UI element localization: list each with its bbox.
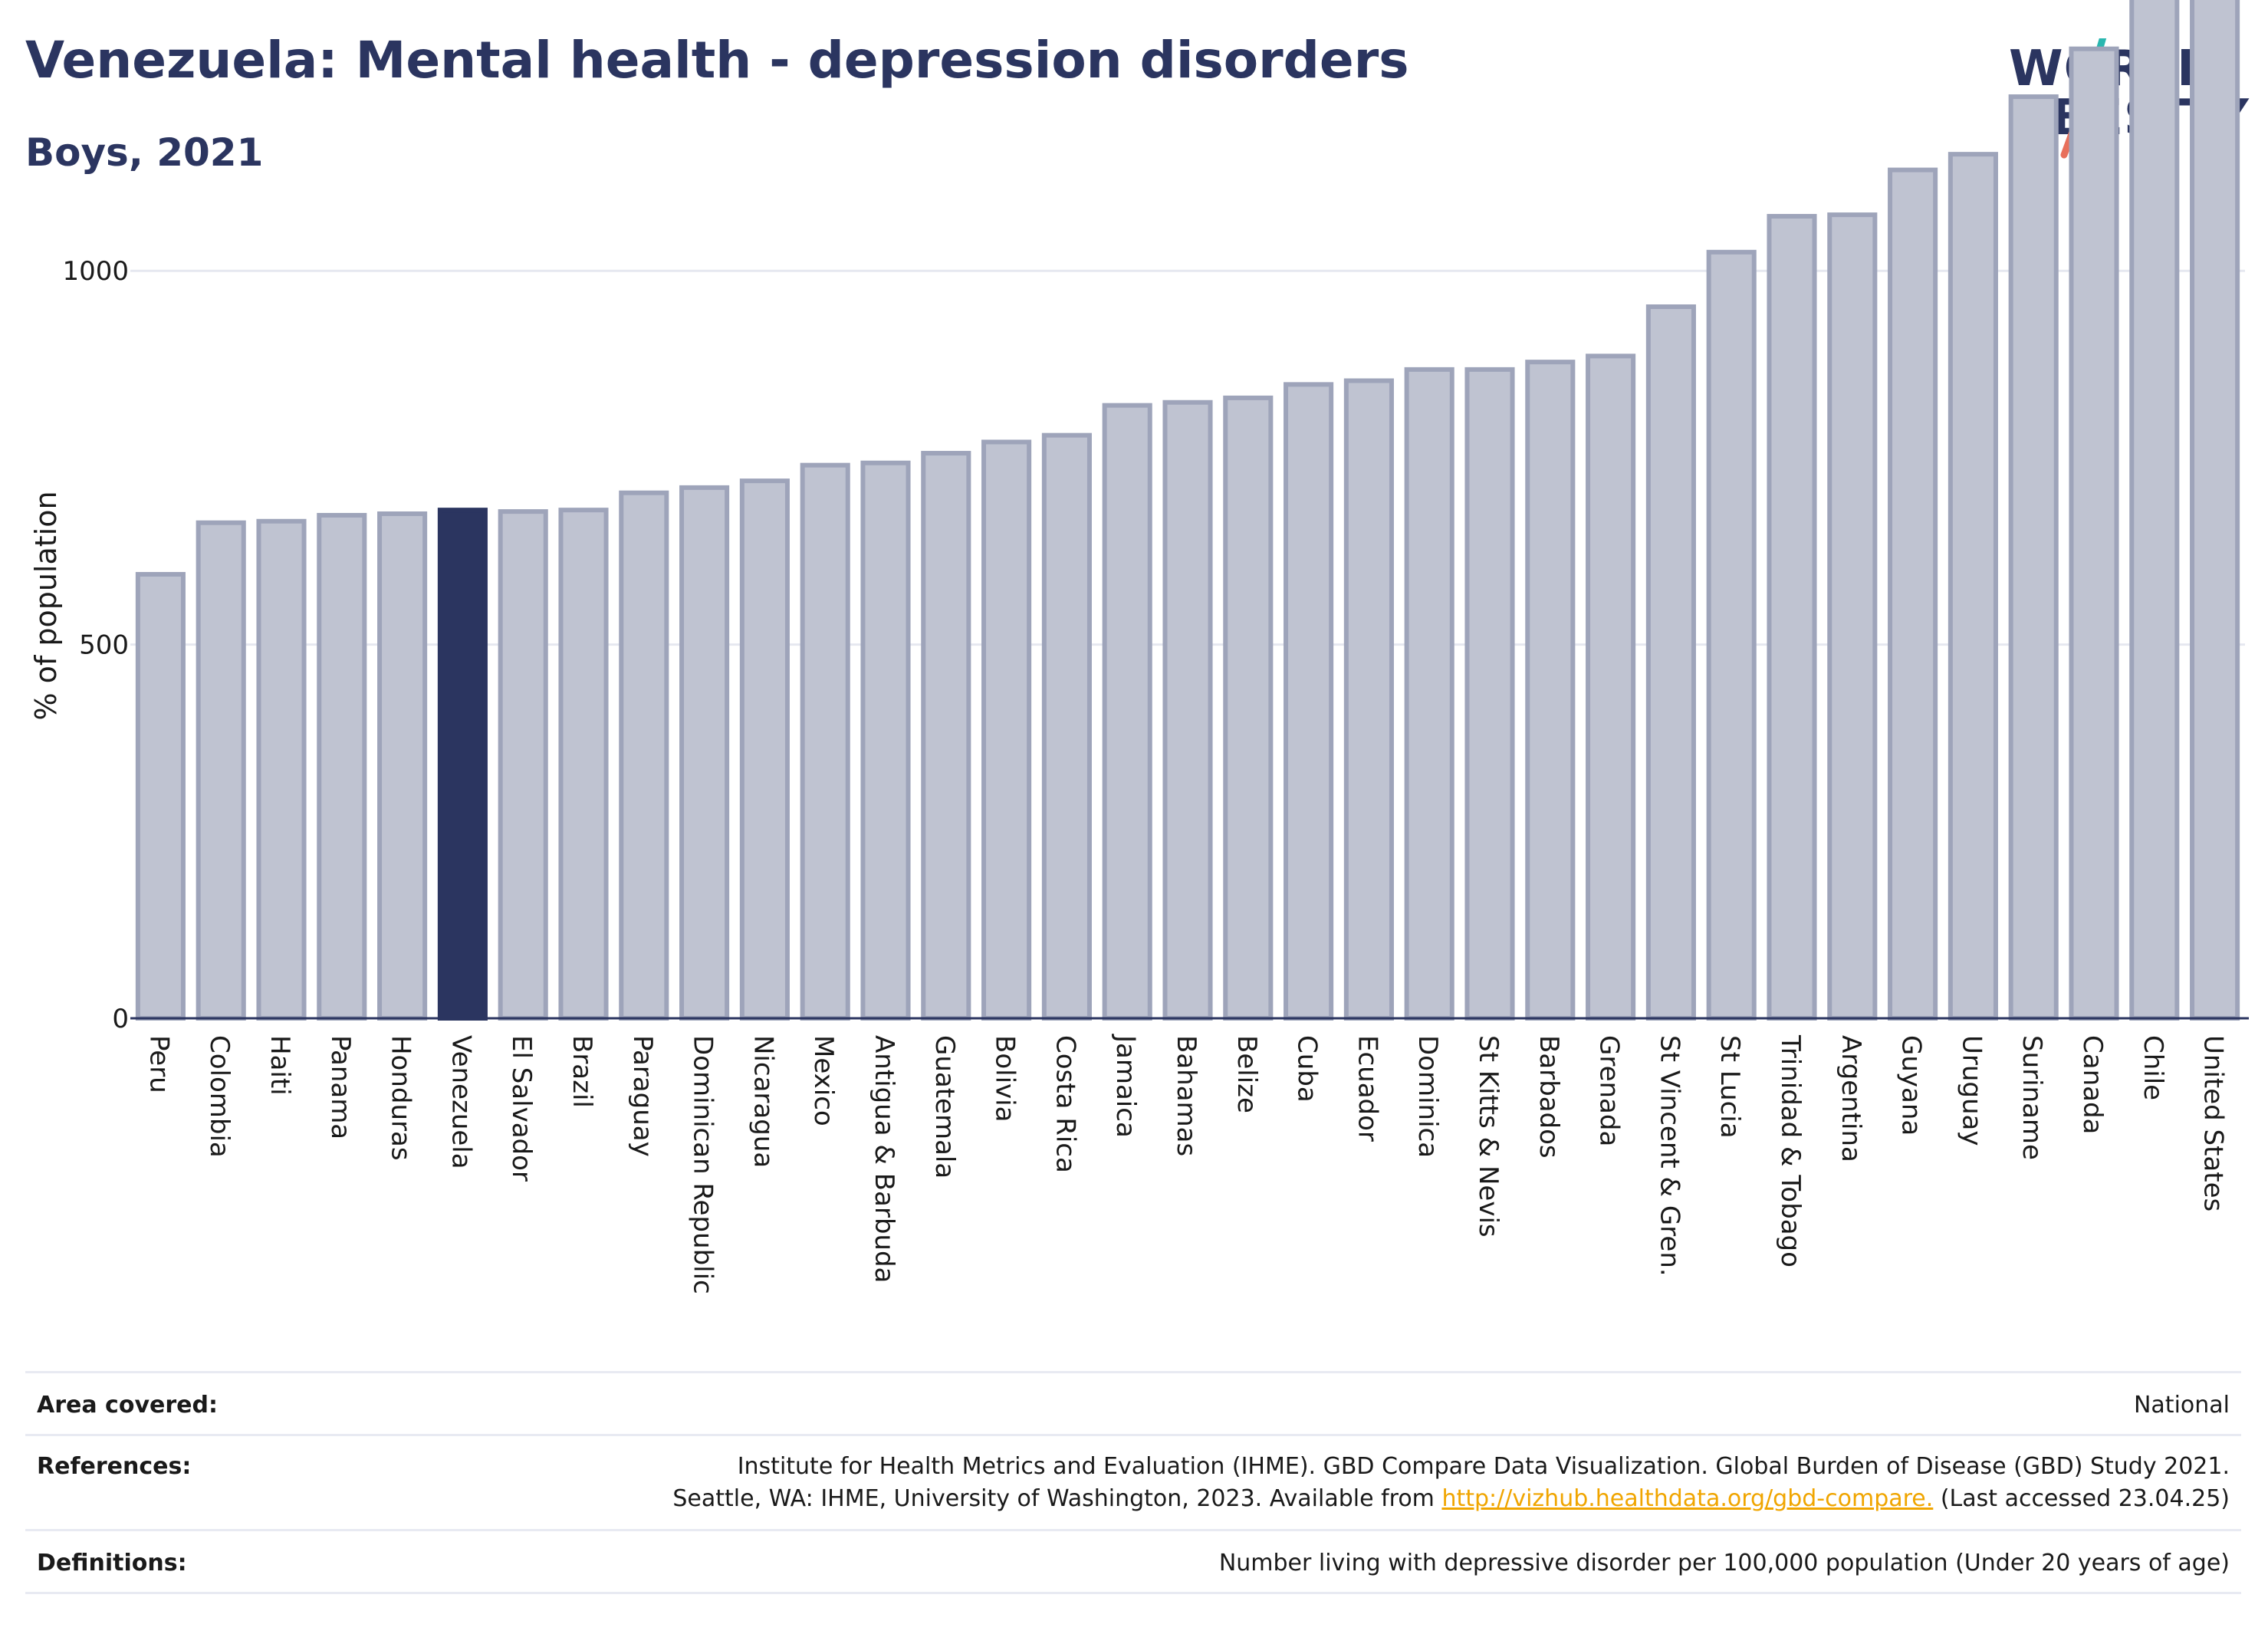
bar bbox=[558, 508, 609, 1021]
references-line-1: Institute for Health Metrics and Evaluat… bbox=[737, 1453, 2230, 1480]
bar bbox=[2069, 46, 2119, 1021]
bar bbox=[377, 511, 428, 1021]
x-tick-label: Barbados bbox=[1533, 1035, 1564, 1159]
bar bbox=[1041, 432, 1092, 1021]
x-tick-label: Guyana bbox=[1896, 1035, 1927, 1136]
x-tick-label: Cuba bbox=[1292, 1035, 1323, 1103]
chart-title: Venezuela: Mental health - depression di… bbox=[25, 31, 1409, 90]
x-tick-label: St Kitts & Nevis bbox=[1473, 1035, 1504, 1238]
x-tick-label: Costa Rica bbox=[1050, 1035, 1080, 1173]
bar-layer bbox=[135, 0, 2240, 1021]
x-tick-label: Suriname bbox=[2017, 1035, 2047, 1160]
bar bbox=[679, 485, 730, 1021]
area-covered-label: Area covered: bbox=[37, 1392, 218, 1419]
bar bbox=[135, 571, 186, 1021]
x-tick-label: Bahamas bbox=[1171, 1035, 1201, 1156]
definitions-value: Number living with depressive disorder p… bbox=[1218, 1550, 2230, 1576]
area-covered-row: Area covered: National bbox=[25, 1371, 2241, 1436]
x-tick-label: Colombia bbox=[204, 1035, 235, 1158]
bar bbox=[1223, 395, 1274, 1021]
bar bbox=[256, 518, 307, 1021]
category-label-layer: Peru Colombia Haiti Panama Honduras Venezuela… bbox=[143, 1034, 2228, 1294]
bar-highlight bbox=[437, 508, 488, 1021]
bar-chart: 0500100015002000 PeruColombiaHaitiPanama… bbox=[62, 0, 2249, 1294]
x-tick-label: Haiti bbox=[265, 1035, 295, 1096]
area-covered-value: National bbox=[2133, 1392, 2230, 1419]
references-row: References: Institute for Health Metrics… bbox=[25, 1434, 2241, 1531]
y-tick-label: 1000 bbox=[62, 256, 129, 287]
references-text: Seattle, WA: IHME, University of Washing… bbox=[672, 1485, 1442, 1512]
y-tick-label: 500 bbox=[79, 630, 129, 661]
x-tick-label: Trinidad & Tobago bbox=[1775, 1034, 1806, 1267]
x-tick-label: Dominican Republic bbox=[688, 1035, 718, 1294]
x-tick-label: Nicaragua bbox=[748, 1035, 778, 1168]
bar bbox=[2008, 94, 2059, 1021]
bar bbox=[1162, 399, 1213, 1021]
chart-subtitle: Boys, 2021 bbox=[25, 130, 264, 175]
bar bbox=[619, 490, 669, 1021]
bar bbox=[1888, 167, 1938, 1021]
x-tick-label: Jamaica bbox=[1110, 1034, 1141, 1138]
x-tick-label: Canada bbox=[2077, 1035, 2108, 1134]
references-label: References: bbox=[37, 1453, 192, 1480]
bar bbox=[1827, 212, 1878, 1021]
x-tick-label: Venezuela bbox=[445, 1035, 476, 1169]
x-tick-label: El Salvador bbox=[506, 1035, 537, 1182]
bar bbox=[1464, 367, 1515, 1021]
x-tick-label: United States bbox=[2198, 1035, 2229, 1212]
x-tick-label: Brazil bbox=[567, 1035, 597, 1108]
bar bbox=[1645, 304, 1696, 1021]
x-tick-label: Dominica bbox=[1412, 1035, 1443, 1158]
bar bbox=[317, 512, 367, 1021]
references-accessed: (Last accessed 23.04.25) bbox=[1933, 1485, 2230, 1512]
x-tick-label: Bolivia bbox=[990, 1035, 1021, 1122]
x-tick-label: Panama bbox=[325, 1035, 356, 1139]
bar bbox=[1948, 152, 1998, 1021]
bar bbox=[498, 509, 548, 1021]
tick-layer: 0500100015002000 bbox=[62, 256, 2249, 1034]
definitions-label: Definitions: bbox=[37, 1550, 187, 1576]
x-tick-label: Peru bbox=[143, 1035, 174, 1093]
x-tick-label: Honduras bbox=[386, 1035, 416, 1161]
bar bbox=[921, 451, 971, 1021]
bar bbox=[1586, 353, 1636, 1021]
bar bbox=[860, 460, 911, 1021]
x-tick-label: St Vincent & Gren. bbox=[1654, 1035, 1685, 1277]
bar bbox=[1102, 403, 1152, 1021]
y-tick-label: 0 bbox=[112, 1004, 129, 1034]
x-tick-label: Mexico bbox=[808, 1035, 839, 1126]
bar bbox=[1284, 382, 1334, 1021]
bar bbox=[1525, 360, 1576, 1021]
x-tick-label: Ecuador bbox=[1352, 1035, 1382, 1142]
bar bbox=[196, 520, 246, 1021]
bar bbox=[1343, 378, 1394, 1021]
bar bbox=[1404, 367, 1454, 1021]
bar bbox=[739, 478, 790, 1021]
x-tick-label: Antigua & Barbuda bbox=[869, 1035, 899, 1283]
bar bbox=[2129, 0, 2180, 1021]
bar bbox=[2190, 0, 2240, 1021]
x-tick-label: Grenada bbox=[1594, 1035, 1625, 1146]
x-tick-label: Paraguay bbox=[627, 1035, 658, 1157]
definitions-row: Definitions: Number living with depressi… bbox=[25, 1529, 2241, 1594]
x-tick-label: St Lucia bbox=[1714, 1035, 1745, 1139]
bar bbox=[1706, 249, 1757, 1021]
bar bbox=[800, 462, 850, 1021]
x-tick-label: Argentina bbox=[1836, 1035, 1866, 1162]
x-tick-label: Uruguay bbox=[1956, 1035, 1987, 1146]
x-tick-label: Guatemala bbox=[929, 1035, 960, 1179]
references-link[interactable]: http://vizhub.healthdata.org/gbd-compare… bbox=[1441, 1485, 1934, 1512]
bar bbox=[1767, 214, 1817, 1021]
metadata-bottom-rule bbox=[25, 1592, 2241, 1594]
bar bbox=[981, 439, 1032, 1021]
x-tick-label: Chile bbox=[2138, 1035, 2168, 1100]
references-line-2: Seattle, WA: IHME, University of Washing… bbox=[672, 1485, 2230, 1512]
x-tick-label: Belize bbox=[1231, 1035, 1262, 1113]
metadata-table: Area covered: National References: Insti… bbox=[25, 1371, 2241, 1601]
